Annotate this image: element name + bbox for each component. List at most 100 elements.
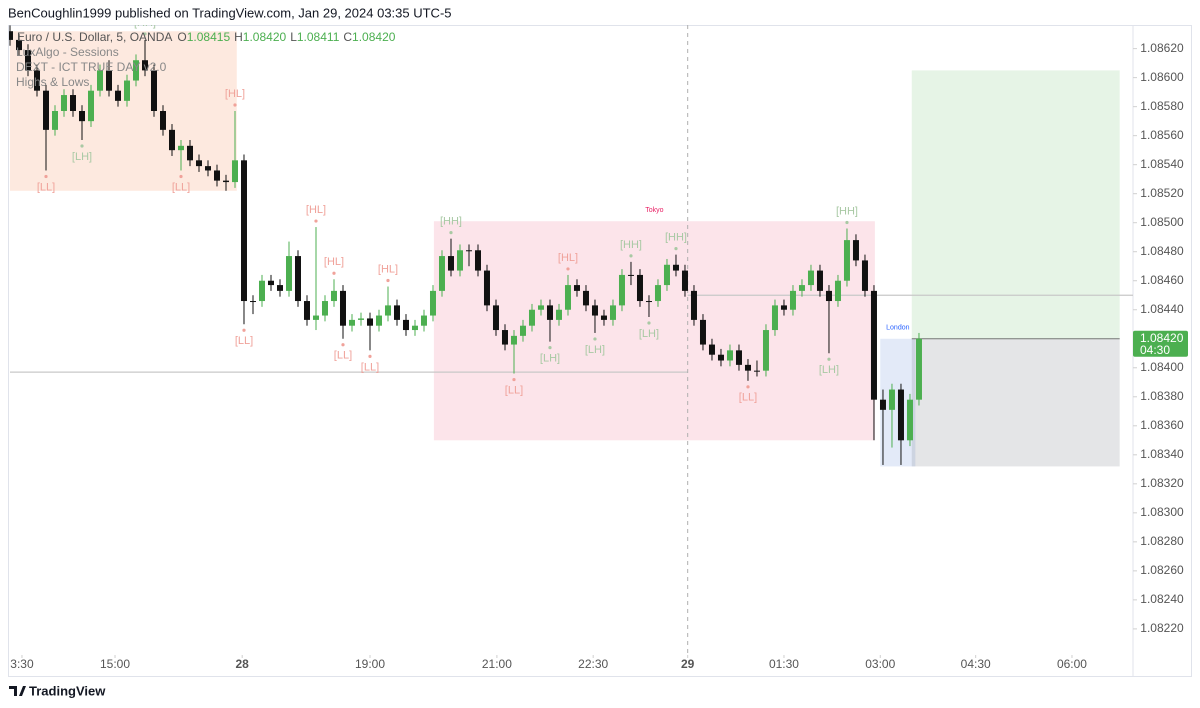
- y-tick-label: 1.08280: [1140, 534, 1184, 548]
- y-tick-label: 1.08380: [1140, 389, 1184, 403]
- candle-body: [375, 315, 382, 326]
- candle-body: [123, 80, 130, 101]
- candle-body: [249, 301, 256, 303]
- indicator-name: DEXT - ICT TRUE DAY v2.0: [16, 60, 167, 74]
- candle-body: [870, 290, 877, 400]
- candle-body: [186, 145, 193, 161]
- pivot-dot: [80, 144, 84, 148]
- y-tick-label: 1.08360: [1140, 418, 1184, 432]
- candle-body: [24, 50, 31, 71]
- x-tick-label: 29: [681, 657, 695, 671]
- x-tick-label: 21:00: [482, 657, 512, 671]
- pivot-dot: [233, 103, 237, 107]
- pivot-dot: [332, 271, 336, 275]
- candle-body: [834, 280, 841, 302]
- y-tick-label: 1.08500: [1140, 215, 1184, 229]
- candle-body: [402, 319, 409, 331]
- x-tick-label: 22:30: [578, 657, 608, 671]
- pivot-label: [LL]: [172, 181, 190, 193]
- candle-body: [258, 280, 265, 302]
- pivot-dot: [341, 343, 345, 347]
- candle-body: [807, 270, 814, 286]
- candle-body: [114, 90, 121, 101]
- candle-body: [843, 240, 850, 281]
- candle-body: [780, 305, 787, 310]
- pivot-label: [HL]: [558, 252, 578, 264]
- last-price-label: 1.08420: [1140, 331, 1184, 345]
- pivot-label: [HL]: [324, 256, 344, 268]
- h-value: 1.08420: [243, 30, 287, 44]
- pivot-label: [HL]: [378, 263, 398, 275]
- candle-body: [618, 274, 625, 306]
- pivot-dot: [566, 267, 570, 271]
- header-title: BenCoughlin1999 published on TradingView…: [8, 5, 452, 20]
- candle-body: [9, 31, 13, 40]
- candle-body: [33, 70, 40, 91]
- y-tick-label: 1.08320: [1140, 476, 1184, 490]
- candle-body: [510, 335, 517, 345]
- candle-body: [906, 399, 913, 441]
- candle-body: [492, 305, 499, 331]
- frame: [8, 25, 1192, 677]
- candle-body: [276, 285, 283, 291]
- candle-body: [195, 160, 202, 167]
- h-label: H: [234, 30, 243, 44]
- footer-brand: TradingView: [29, 683, 106, 698]
- candle-body: [69, 95, 76, 111]
- o-value: 1.08415: [187, 30, 231, 44]
- y-tick-label: 1.08400: [1140, 360, 1184, 374]
- footer-logo[interactable]: TradingView: [9, 683, 106, 698]
- pivot-dot: [242, 328, 246, 332]
- pivot-label: [LL]: [235, 335, 253, 347]
- pivot-label: [LL]: [361, 361, 379, 373]
- candle-body: [393, 305, 400, 320]
- pivot-dot: [746, 385, 750, 389]
- candle-body: [582, 290, 589, 306]
- stop-zone: [911, 338, 1120, 467]
- y-tick-label: 1.08520: [1140, 186, 1184, 200]
- l-label: L: [290, 30, 297, 44]
- candle-body: [555, 309, 562, 320]
- candle-body: [204, 166, 211, 171]
- candle-body: [636, 274, 643, 302]
- candle-body: [240, 160, 247, 302]
- candle-body: [465, 250, 472, 252]
- candle-body: [150, 70, 157, 111]
- candle-body: [672, 264, 679, 271]
- pivot-label: [HH]: [440, 216, 462, 228]
- indicator-name: LuxAlgo - Sessions: [16, 45, 119, 59]
- candle-body: [267, 280, 274, 286]
- x-tick-label: 15:00: [100, 657, 130, 671]
- last-price-tag: [1133, 330, 1188, 357]
- x-tick-label: 3:30: [10, 657, 34, 671]
- pivot-dot: [548, 346, 552, 350]
- candle-body: [159, 110, 166, 130]
- candle-body: [474, 250, 481, 271]
- pivot-label: [LL]: [739, 392, 757, 404]
- x-tick-label: 19:00: [355, 657, 385, 671]
- y-tick-label: 1.08460: [1140, 273, 1184, 287]
- candle-body: [366, 318, 373, 326]
- x-tick-label: 04:30: [961, 657, 991, 671]
- candle-body: [447, 256, 454, 271]
- candle-body: [501, 330, 508, 345]
- candle-body: [357, 318, 364, 320]
- indicator-name: Highs & Lows: [16, 75, 89, 89]
- candle-body: [744, 364, 751, 371]
- candle-body: [879, 399, 886, 410]
- candle-body: [294, 256, 301, 302]
- candle-body: [528, 309, 535, 326]
- x-tick-label: 01:30: [769, 657, 799, 671]
- candle-body: [726, 350, 733, 361]
- pivot-dot: [449, 231, 453, 235]
- candle-body: [771, 305, 778, 331]
- candle-body: [51, 110, 58, 130]
- candle-body: [915, 338, 922, 400]
- candle-body: [627, 274, 634, 276]
- pivot-dot: [143, 32, 147, 36]
- candle-body: [798, 285, 805, 291]
- legend-ohlc: Euro / U.S. Dollar, 5, OANDA O1.08415 H1.0…: [17, 30, 396, 44]
- candle-body: [897, 389, 904, 441]
- candle-body: [546, 305, 553, 320]
- candle-body: [78, 110, 85, 122]
